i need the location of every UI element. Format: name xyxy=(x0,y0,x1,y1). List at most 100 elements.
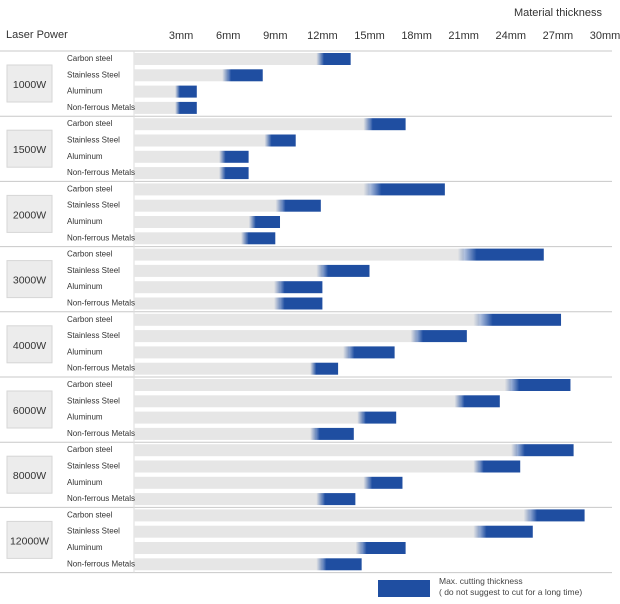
recommended-bar xyxy=(134,297,281,310)
recommended-bar xyxy=(134,493,323,506)
category-label: Aluminum xyxy=(67,543,103,552)
power-label-box xyxy=(6,194,53,233)
category-label: Aluminum xyxy=(67,413,103,422)
max-thickness-bar xyxy=(274,281,323,294)
category-label: Carbon steel xyxy=(67,315,113,324)
power-label-box xyxy=(6,325,53,364)
max-thickness-bar xyxy=(248,216,281,228)
power-label: 3000W xyxy=(13,275,46,287)
recommended-bar xyxy=(134,542,362,554)
recommended-bar xyxy=(134,362,317,375)
recommended-bar xyxy=(134,69,229,82)
category-label: Non-ferrous Metals xyxy=(67,559,135,568)
x-tick-label: 21mm xyxy=(448,30,479,42)
recommended-bar xyxy=(134,232,248,245)
category-label: Aluminum xyxy=(67,478,103,487)
category-label: Carbon steel xyxy=(67,510,113,519)
max-thickness-bar xyxy=(343,346,395,359)
power-label-box xyxy=(6,129,53,168)
category-label: Aluminum xyxy=(67,87,103,96)
category-label: Aluminum xyxy=(67,282,103,291)
category-label: Non-ferrous Metals xyxy=(67,429,135,438)
recommended-bar xyxy=(134,101,182,114)
recommended-bar xyxy=(134,476,370,489)
recommended-bar xyxy=(134,313,480,326)
power-label-box xyxy=(6,260,53,299)
recommended-bar xyxy=(134,395,461,408)
x-tick-label: 9mm xyxy=(263,30,287,42)
row-header: Laser Power xyxy=(6,29,68,41)
recommended-bar xyxy=(134,53,323,65)
legend-line-2: ( do not suggest to cut for a long time) xyxy=(439,587,582,597)
max-thickness-bar xyxy=(310,427,354,440)
recommended-bar xyxy=(134,379,511,391)
recommended-bar xyxy=(134,167,226,180)
max-thickness-bar xyxy=(274,297,323,310)
recommended-bar xyxy=(134,509,530,522)
max-thickness-bar xyxy=(523,509,585,522)
recommended-bar xyxy=(134,281,281,294)
legend: Max. cutting thickness ( do not suggest … xyxy=(378,576,582,597)
category-label: Carbon steel xyxy=(67,380,113,389)
power-label-box xyxy=(6,64,53,103)
recommended-bar xyxy=(134,248,464,261)
max-thickness-bar xyxy=(410,330,467,343)
max-thickness-bar xyxy=(473,525,533,538)
recommended-bar xyxy=(134,264,323,277)
power-label: 6000W xyxy=(13,405,46,417)
max-thickness-bar xyxy=(275,199,321,212)
power-label: 8000W xyxy=(13,470,46,482)
max-thickness-bar xyxy=(219,150,249,163)
max-thickness-bar xyxy=(473,460,521,473)
category-label: Stainless Steel xyxy=(67,266,120,275)
category-label: Non-ferrous Metals xyxy=(67,364,135,373)
power-label: 1500W xyxy=(13,144,46,156)
power-label-box xyxy=(6,390,53,429)
max-thickness-bar xyxy=(316,493,356,506)
category-label: Non-ferrous Metals xyxy=(67,299,135,308)
category-label: Non-ferrous Metals xyxy=(67,494,135,503)
recommended-bar xyxy=(134,411,364,424)
recommended-bar xyxy=(134,85,182,98)
max-thickness-bar xyxy=(504,379,571,391)
category-label: Carbon steel xyxy=(67,250,113,259)
recommended-bar xyxy=(134,183,370,196)
power-label: 1000W xyxy=(13,79,46,91)
max-thickness-bar xyxy=(454,395,500,408)
max-thickness-bar xyxy=(316,53,351,65)
column-header: Material thickness xyxy=(514,7,603,19)
recommended-bar xyxy=(134,330,417,343)
legend-line-1: Max. cutting thickness xyxy=(439,576,523,586)
category-label: Carbon steel xyxy=(67,445,113,454)
x-tick-label: 27mm xyxy=(543,30,574,42)
power-label-box xyxy=(6,455,53,494)
max-thickness-bar xyxy=(310,362,339,375)
x-tick-label: 30mm xyxy=(590,30,620,42)
max-thickness-bar xyxy=(457,248,544,261)
category-label: Stainless Steel xyxy=(67,527,120,536)
x-tick-label: 3mm xyxy=(169,30,193,42)
max-thickness-bar xyxy=(222,69,263,82)
x-tick-label: 6mm xyxy=(216,30,240,42)
x-tick-label: 24mm xyxy=(496,30,527,42)
recommended-bar xyxy=(134,460,480,473)
max-thickness-bar xyxy=(357,411,397,424)
category-label: Stainless Steel xyxy=(67,396,120,405)
max-thickness-bar xyxy=(511,444,574,457)
category-label: Stainless Steel xyxy=(67,331,120,340)
max-thickness-bar xyxy=(175,101,197,114)
max-thickness-bar xyxy=(241,232,276,245)
category-label: Non-ferrous Metals xyxy=(67,103,135,112)
recommended-bar xyxy=(134,118,370,131)
category-label: Carbon steel xyxy=(67,119,113,128)
max-thickness-bar xyxy=(363,183,445,196)
category-label: Non-ferrous Metals xyxy=(67,168,135,177)
power-label: 2000W xyxy=(13,209,46,221)
power-label: 4000W xyxy=(13,340,46,352)
recommended-bar xyxy=(134,525,480,538)
category-label: Carbon steel xyxy=(67,184,113,193)
recommended-bar xyxy=(134,150,226,163)
category-label: Non-ferrous Metals xyxy=(67,233,135,242)
max-thickness-bar xyxy=(355,542,406,554)
